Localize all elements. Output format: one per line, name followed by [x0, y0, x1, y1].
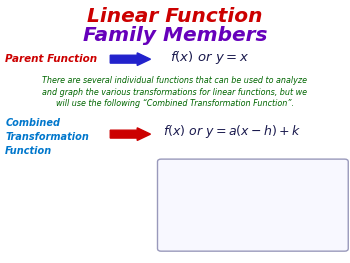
Text: $f(x)$$\ or\ y = x$: $f(x)$$\ or\ y = x$: [170, 49, 249, 66]
Text: and graph the various transformations for linear functions, but we: and graph the various transformations fo…: [42, 88, 308, 97]
Text: = 1: = 1: [210, 184, 228, 194]
Text: •: •: [172, 185, 177, 194]
Text: $f(x)\ or\ y = a(x-h)+k$: $f(x)\ or\ y = a(x-h)+k$: [163, 123, 301, 140]
Text: will use the following “Combined Transformation Function”.: will use the following “Combined Transfo…: [56, 99, 294, 108]
Text: •: •: [172, 203, 177, 212]
Text: $k$: $k$: [186, 220, 194, 232]
Text: = 0: = 0: [210, 221, 228, 231]
Text: $h$: $h$: [186, 202, 193, 214]
Text: Family Members: Family Members: [83, 26, 267, 45]
Text: Linear Function: Linear Function: [87, 7, 263, 26]
Text: Parent Function: Parent Function: [5, 54, 97, 64]
FancyBboxPatch shape: [158, 159, 348, 251]
Text: There are several individual functions that can be used to analyze: There are several individual functions t…: [42, 76, 308, 85]
Text: $a$: $a$: [186, 184, 193, 194]
Text: Notice that the Parent Function has:: Notice that the Parent Function has:: [165, 162, 323, 171]
Text: •: •: [172, 222, 177, 231]
Text: Combined
Transformation
Function: Combined Transformation Function: [5, 118, 89, 156]
Text: = 0: = 0: [210, 203, 228, 213]
FancyArrow shape: [110, 128, 150, 140]
FancyArrow shape: [110, 53, 150, 65]
